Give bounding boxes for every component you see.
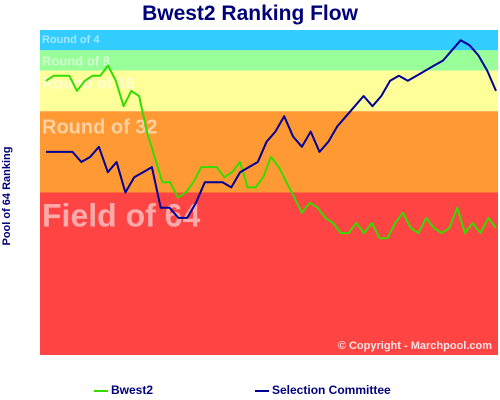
chart-title: Bwest2 Ranking Flow [142,2,358,25]
legend-label-selection-committee: Selection Committee [272,383,391,397]
band-round-of-32 [40,111,498,193]
legend-swatch-selection-committee [255,389,269,392]
series-line-selection-committee [46,39,497,219]
band-label-round-of-8: Round of 8 [42,53,110,68]
band-layer: Round of 4 Round of 8 Round of 16 Round of … [40,30,498,355]
series-layer [45,39,497,240]
legend-label-bwest2: Bwest2 [111,383,154,397]
copyright-notice: © Copyright - Marchpool.com [337,340,492,352]
legend-swatch-bwest2 [94,389,108,392]
band-round-of-4 [40,30,498,51]
band-round-of-16 [40,70,498,112]
band-label-round-of-4: Round of 4 [42,34,100,46]
legend-item-bwest2: Bwest2 [94,383,153,397]
series-line-bwest2 [45,64,497,240]
band-label-round-of-16: Round of 16 [42,76,135,93]
legend-item-selection-committee: Selection Committee [255,383,391,397]
band-round-of-8 [40,50,498,71]
band-label-round-of-32: Round of 32 [42,116,158,138]
band-label-field-of-64: Field of 64 [42,198,200,234]
band-field-of-64 [40,192,498,355]
